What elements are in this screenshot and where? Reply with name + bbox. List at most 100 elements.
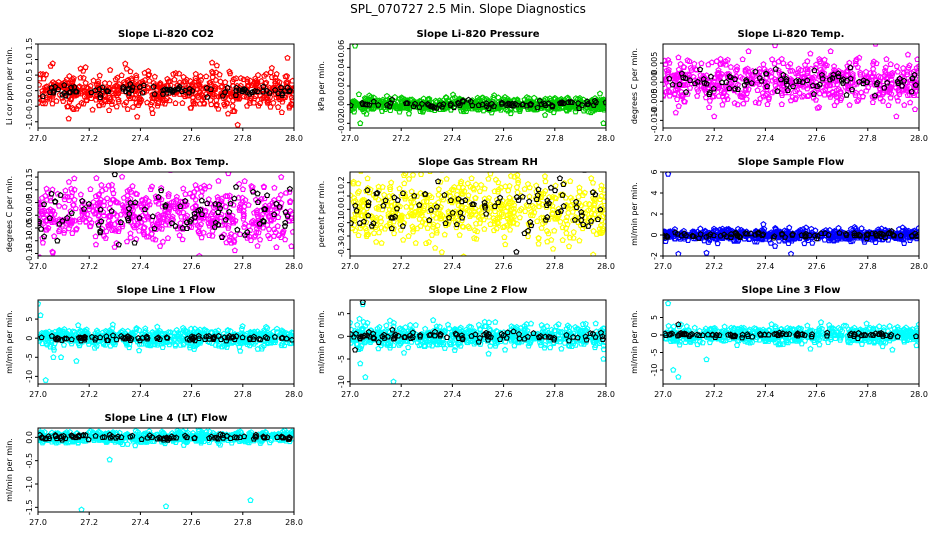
data-point xyxy=(872,239,879,246)
data-point-black xyxy=(108,207,115,214)
data-point xyxy=(279,98,286,105)
data-point-black xyxy=(520,101,527,108)
data-point xyxy=(60,229,68,236)
data-point-black xyxy=(434,178,442,185)
data-point xyxy=(504,198,512,205)
data-point-black xyxy=(506,100,513,107)
data-point xyxy=(218,83,226,90)
data-point-black xyxy=(796,77,803,84)
data-point xyxy=(201,182,208,189)
data-point xyxy=(732,67,740,74)
y-tick-label: 6 xyxy=(650,169,659,174)
data-point xyxy=(287,197,294,204)
data-point-black xyxy=(172,222,179,229)
data-point xyxy=(904,51,912,58)
data-point xyxy=(745,48,752,54)
data-point-black xyxy=(594,216,602,223)
data-point-black xyxy=(350,102,354,109)
data-point-black xyxy=(187,218,194,225)
data-point xyxy=(127,230,134,237)
data-point xyxy=(213,102,220,109)
data-point-black xyxy=(250,333,258,340)
data-point xyxy=(106,330,113,337)
data-point xyxy=(136,96,143,103)
data-point-black xyxy=(710,85,717,92)
data-point xyxy=(812,96,820,103)
data-point-black xyxy=(459,97,467,104)
data-point xyxy=(78,99,85,106)
data-point xyxy=(789,67,796,74)
data-point-black xyxy=(513,101,520,108)
data-point xyxy=(363,187,370,194)
data-point xyxy=(355,208,362,215)
data-point-black xyxy=(743,77,750,83)
data-point xyxy=(65,178,73,185)
data-point-black xyxy=(830,71,837,78)
data-point xyxy=(203,327,210,334)
data-point xyxy=(381,157,386,162)
data-point-black xyxy=(580,221,587,228)
y-tick-label: 1.0 xyxy=(25,53,34,66)
data-point xyxy=(138,218,145,225)
y-tick-label: 0.000 xyxy=(650,71,659,94)
data-point xyxy=(273,325,281,332)
data-point-black xyxy=(771,233,778,240)
data-point-black xyxy=(896,75,903,82)
data-point xyxy=(466,224,473,231)
outlier-point xyxy=(675,250,682,256)
data-point-black xyxy=(364,186,371,193)
data-point-black xyxy=(141,206,149,213)
data-point xyxy=(701,74,708,81)
data-point-black xyxy=(695,234,703,241)
data-point-black xyxy=(140,82,147,89)
data-point xyxy=(174,225,181,232)
data-point-black xyxy=(271,211,278,218)
data-point xyxy=(677,92,685,99)
y-tick-label: -0.010 xyxy=(650,107,659,133)
data-point-black xyxy=(57,191,64,198)
data-point xyxy=(893,113,900,120)
data-point xyxy=(208,339,216,346)
y-tick-label: -0.5 xyxy=(25,98,34,114)
data-point xyxy=(214,216,221,223)
data-point xyxy=(700,72,707,79)
data-point xyxy=(123,65,130,72)
data-point xyxy=(381,191,388,198)
data-point xyxy=(400,236,407,243)
data-point xyxy=(817,59,825,66)
data-point xyxy=(903,68,911,75)
data-point xyxy=(230,201,237,208)
data-point-black xyxy=(97,206,104,213)
y-tick-label: -0.10 xyxy=(25,230,34,251)
data-point xyxy=(717,60,724,67)
data-point xyxy=(256,100,264,106)
data-point xyxy=(200,212,207,218)
data-point xyxy=(599,227,606,234)
data-point xyxy=(556,105,563,112)
data-point-black xyxy=(498,99,506,106)
data-point xyxy=(410,212,418,219)
data-point-black xyxy=(536,97,543,104)
data-point xyxy=(535,235,542,242)
data-point xyxy=(665,56,672,63)
data-point xyxy=(838,71,845,77)
x-tick-label: 27.8 xyxy=(859,134,877,143)
data-point xyxy=(218,343,225,350)
data-point-black xyxy=(682,88,690,95)
y-axis-label: ml/min per min. xyxy=(630,182,639,246)
data-point xyxy=(49,186,56,193)
data-point xyxy=(849,70,856,77)
data-point xyxy=(739,75,746,82)
data-point xyxy=(446,198,453,204)
data-point xyxy=(42,71,50,78)
data-point xyxy=(378,107,386,114)
data-point-black xyxy=(59,217,66,224)
data-point xyxy=(77,191,84,198)
data-point xyxy=(254,242,261,249)
data-point-black xyxy=(38,218,43,225)
data-point xyxy=(896,88,903,95)
data-point-black xyxy=(584,101,591,107)
data-point xyxy=(211,85,219,92)
data-point xyxy=(684,81,691,87)
data-point xyxy=(285,211,292,218)
